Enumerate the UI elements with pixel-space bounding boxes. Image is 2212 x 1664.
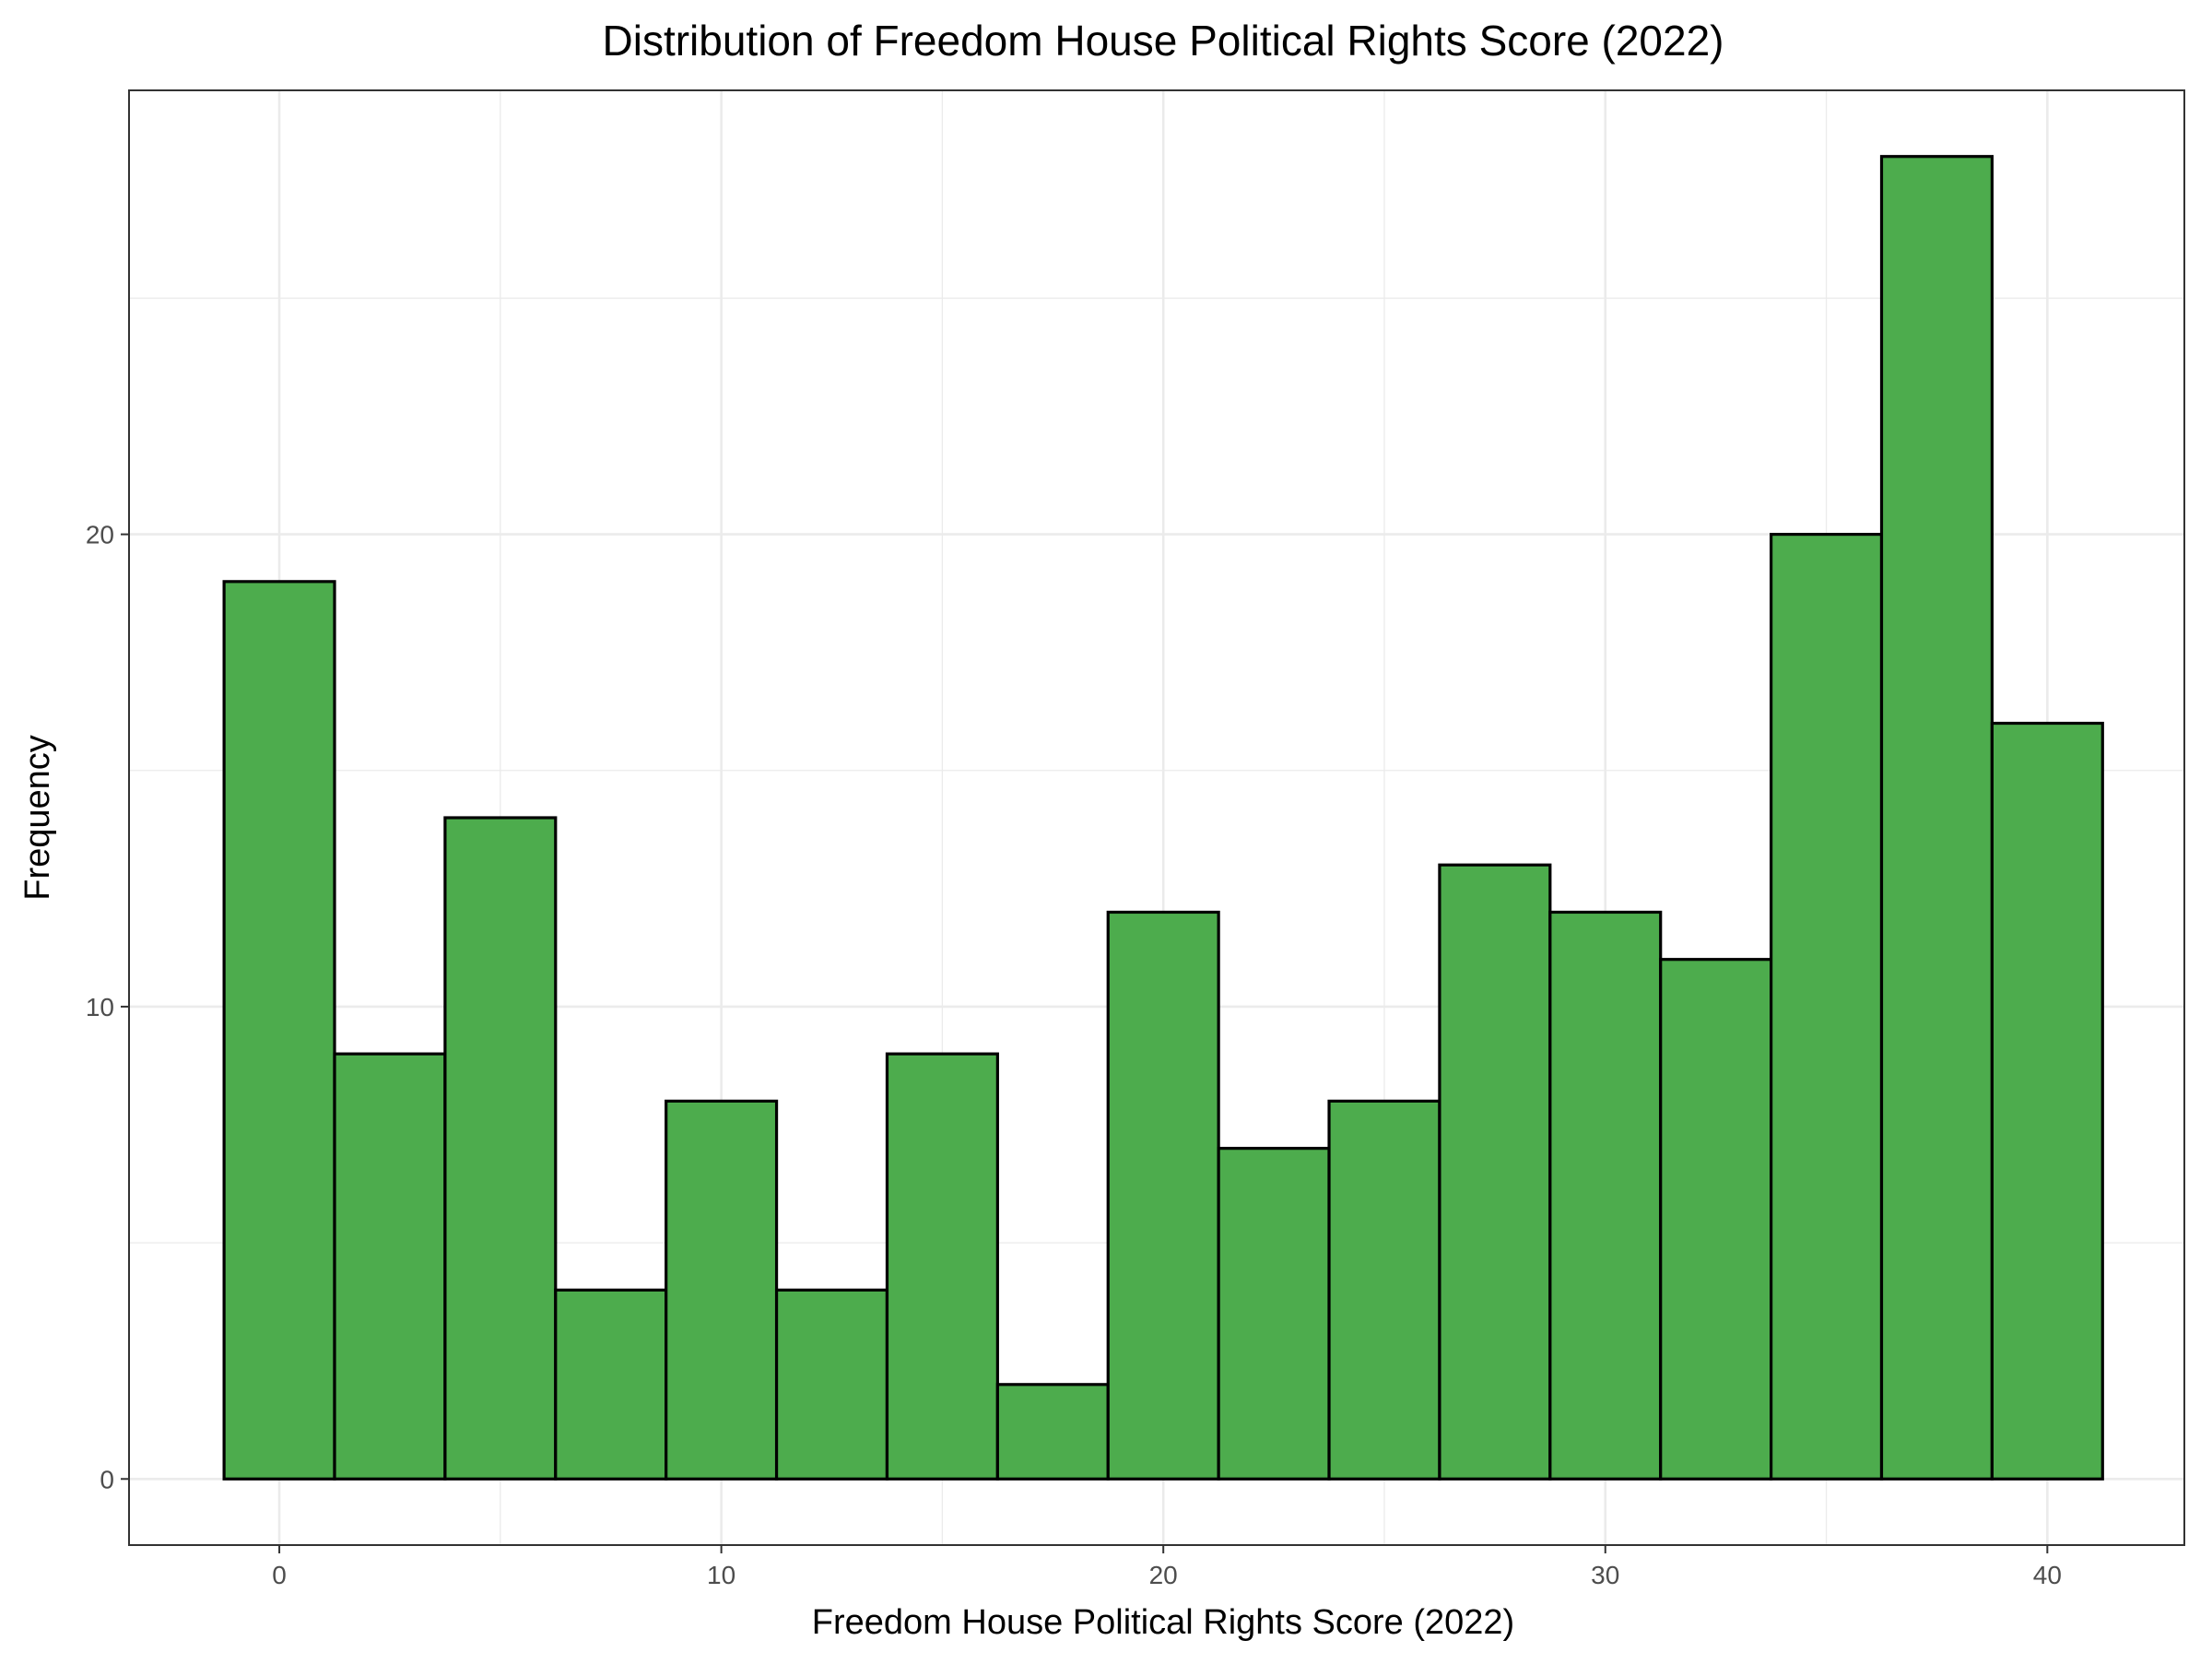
x-axis-title: Freedom House Political Rights Score (20… <box>812 1603 1514 1642</box>
histogram-bar <box>1990 721 2104 1481</box>
histogram-bar <box>885 1052 999 1481</box>
histogram-bar <box>1217 1147 1331 1481</box>
x-axis: 0 10 20 30 40 <box>272 1545 2062 1589</box>
histogram-bar <box>1879 155 1994 1481</box>
histogram-bar <box>222 580 336 1481</box>
histogram-bar <box>995 1383 1110 1481</box>
x-tick-label: 0 <box>272 1561 287 1589</box>
histogram-bar <box>1659 958 1773 1481</box>
y-axis-title: Frequency <box>18 735 57 901</box>
y-tick-label: 0 <box>100 1465 114 1493</box>
histogram-bar <box>665 1099 779 1481</box>
y-tick-label: 20 <box>86 521 114 549</box>
x-tick-label: 40 <box>2033 1561 2062 1589</box>
histogram-bar <box>1438 863 1552 1481</box>
x-tick-label: 20 <box>1149 1561 1178 1589</box>
chart-title: Distribution of Freedom House Political … <box>603 17 1724 65</box>
histogram-bar <box>443 816 558 1481</box>
histogram-bar <box>554 1288 668 1481</box>
histogram-bar <box>1327 1099 1441 1481</box>
y-tick-label: 10 <box>86 993 114 1021</box>
histogram-bar <box>1106 910 1220 1481</box>
x-tick-label: 10 <box>707 1561 735 1589</box>
histogram-bar <box>1548 910 1663 1481</box>
y-axis: 0 10 20 <box>86 521 129 1493</box>
panel-border <box>128 89 2185 1546</box>
histogram-bar <box>1770 532 1884 1481</box>
histogram-bar <box>774 1288 889 1481</box>
x-tick-label: 30 <box>1591 1561 1619 1589</box>
histogram-bars <box>222 155 2104 1481</box>
histogram-bar <box>333 1052 447 1481</box>
